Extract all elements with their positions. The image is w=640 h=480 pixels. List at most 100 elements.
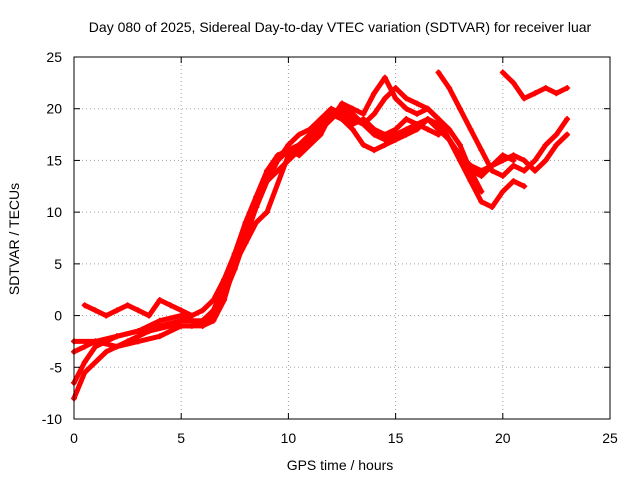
- data-point: [178, 307, 185, 314]
- data-point: [242, 240, 249, 247]
- x-axis-label: GPS time / hours: [287, 457, 394, 473]
- series-line: [82, 75, 484, 319]
- data-point: [467, 126, 474, 133]
- data-point: [403, 105, 410, 112]
- data-point: [81, 369, 88, 376]
- data-point: [339, 116, 345, 123]
- data-point: [564, 85, 571, 92]
- data-point: [499, 157, 506, 164]
- y-tick-label: 25: [46, 49, 62, 65]
- data-point: [510, 79, 517, 86]
- data-point: [113, 333, 120, 340]
- data-point: [424, 126, 431, 133]
- data-point: [424, 116, 431, 123]
- data-point: [499, 188, 506, 195]
- data-point: [221, 286, 228, 293]
- y-tick-label: 10: [46, 204, 62, 220]
- data-point: [499, 172, 506, 179]
- data-point: [371, 90, 378, 97]
- y-tick-label: 20: [46, 101, 62, 117]
- data-point: [553, 131, 560, 138]
- data-point: [564, 116, 571, 123]
- data-point: [253, 198, 260, 205]
- data-point: [510, 152, 517, 159]
- data-point: [221, 297, 228, 304]
- data-point: [392, 126, 399, 133]
- data-point: [371, 147, 378, 154]
- data-point: [371, 131, 378, 138]
- data-point: [135, 338, 142, 345]
- data-point: [553, 90, 560, 97]
- data-point: [210, 307, 217, 314]
- data-point: [92, 307, 99, 314]
- y-tick-label: -10: [42, 411, 62, 427]
- data-point: [306, 136, 313, 143]
- data-point: [188, 317, 195, 324]
- data-point: [414, 126, 421, 133]
- data-point: [328, 105, 335, 112]
- data-point: [456, 105, 463, 112]
- data-point: [564, 131, 571, 138]
- data-point: [381, 136, 388, 143]
- data-point: [392, 131, 399, 138]
- data-series-group: [71, 69, 571, 402]
- data-point: [510, 157, 517, 164]
- data-point: [199, 307, 206, 314]
- data-point: [478, 147, 485, 154]
- data-point: [92, 338, 99, 345]
- data-point: [521, 167, 528, 174]
- data-point: [392, 85, 399, 92]
- data-point: [489, 203, 496, 210]
- data-point: [135, 307, 142, 314]
- data-point: [81, 359, 88, 366]
- data-point: [446, 85, 453, 92]
- data-point: [339, 100, 345, 107]
- data-point: [285, 141, 292, 148]
- data-point: [478, 198, 485, 205]
- data-point: [435, 116, 442, 123]
- x-tick-label: 5: [177, 430, 185, 446]
- data-point: [521, 95, 528, 102]
- data-point: [403, 116, 410, 123]
- y-tick-label: 15: [46, 152, 62, 168]
- data-point: [424, 105, 431, 112]
- data-point: [296, 131, 303, 138]
- data-point: [456, 141, 463, 148]
- axis-ticks: 0 5 10 15 20 25 -10 -5 0 5 10 15 20 25: [42, 49, 618, 446]
- data-point: [360, 121, 367, 128]
- data-point: [296, 147, 303, 154]
- data-point: [328, 116, 335, 123]
- data-point: [403, 95, 410, 102]
- data-point: [381, 141, 388, 148]
- data-point: [156, 297, 163, 304]
- data-point: [531, 90, 538, 97]
- data-point: [242, 224, 249, 231]
- data-point: [274, 157, 281, 164]
- x-tick-label: 15: [388, 430, 404, 446]
- data-point: [253, 219, 260, 226]
- data-point: [317, 126, 324, 133]
- data-point: [371, 110, 378, 117]
- data-point: [446, 136, 453, 143]
- data-point: [103, 312, 110, 319]
- data-point: [210, 297, 217, 304]
- data-point: [146, 312, 153, 319]
- series-track-6: [435, 69, 571, 179]
- data-point: [489, 167, 496, 174]
- data-point: [531, 167, 538, 174]
- series-line: [71, 85, 570, 350]
- data-point: [414, 110, 421, 117]
- series-track-7: [499, 69, 571, 102]
- data-point: [371, 126, 378, 133]
- data-point: [435, 69, 442, 76]
- data-point: [521, 157, 528, 164]
- data-point: [188, 312, 195, 319]
- data-point: [392, 95, 399, 102]
- y-tick-label: 5: [54, 256, 62, 272]
- data-point: [113, 343, 120, 350]
- series-line: [71, 106, 441, 401]
- data-point: [156, 333, 163, 340]
- series-track-1: [71, 105, 442, 402]
- data-point: [510, 162, 517, 169]
